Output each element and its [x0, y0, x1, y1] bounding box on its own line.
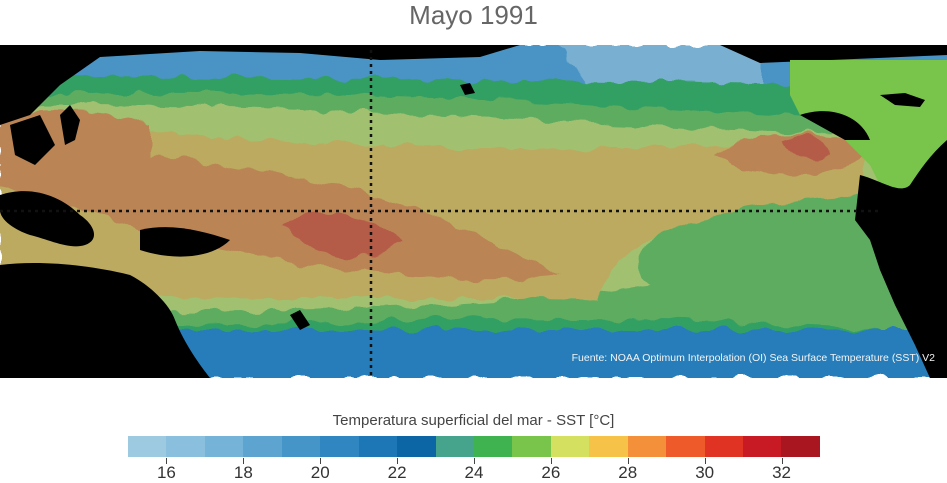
cuba — [880, 93, 925, 107]
colorbar-segment — [589, 436, 628, 457]
colorbar-segment — [166, 436, 205, 457]
colorbar-segment — [243, 436, 282, 457]
colorbar — [128, 436, 820, 457]
island-south — [290, 310, 310, 330]
colorbar-tick-label: 28 — [618, 463, 638, 482]
source-note: Fuente: NOAA Optimum Interpolation (OI) … — [571, 352, 935, 364]
northern-land — [0, 45, 947, 125]
colorbar-segment — [435, 436, 474, 457]
asia-mainland — [10, 115, 55, 165]
colorbar-tick-label: 26 — [541, 463, 561, 482]
colorbar-tick-label: 16 — [156, 463, 176, 482]
colorbar-tick — [397, 458, 399, 464]
colorbar-tick — [781, 458, 783, 464]
south-america — [855, 140, 947, 378]
colorbar-segment — [743, 436, 782, 457]
colorbar-tick-label: 24 — [464, 463, 484, 482]
colorbar-tick-label: 22 — [387, 463, 407, 482]
borneo-sumatra — [0, 191, 95, 247]
colorbar-ticks: 16 18 20 22 24 26 28 30 32 — [0, 458, 947, 482]
colorbar-tick — [627, 458, 629, 464]
colorbar-segment — [204, 436, 244, 457]
colorbar-segment — [128, 436, 167, 457]
new-guinea — [140, 227, 230, 257]
colorbar-tick-label: 32 — [772, 463, 791, 482]
colorbar-tick — [474, 458, 475, 464]
colorbar-tick — [704, 458, 706, 464]
colorbar-segment — [666, 436, 705, 457]
colorbar-segment — [281, 436, 321, 457]
colorbar-tick — [166, 458, 168, 464]
colorbar-tick — [550, 458, 552, 464]
colorbar-tick — [320, 458, 322, 464]
central-america — [800, 111, 870, 140]
colorbar-tick-label: 20 — [310, 463, 330, 482]
colorbar-tick-label: 30 — [695, 463, 715, 482]
colorbar-segment — [512, 436, 551, 457]
australia — [0, 263, 210, 378]
colorbar-segment — [397, 436, 436, 457]
colorbar-segment — [358, 436, 398, 457]
colorbar-title: Temperatura superficial del mar - SST [°… — [332, 412, 615, 429]
colorbar-tick — [243, 458, 245, 464]
colorbar-segment — [704, 436, 743, 457]
map-title: Mayo 1991 — [409, 0, 538, 30]
hawaii-islands — [460, 83, 475, 95]
colorbar-segment — [627, 436, 667, 457]
sst-map-svg — [0, 45, 947, 378]
philippines — [60, 105, 80, 145]
colorbar-tick-label: 18 — [233, 463, 253, 482]
colorbar-segment — [473, 436, 513, 457]
sst-map: Fuente: NOAA Optimum Interpolation (OI) … — [0, 45, 947, 378]
colorbar-segment — [320, 436, 359, 457]
land-masses — [0, 45, 947, 378]
colorbar-segment — [550, 436, 590, 457]
colorbar-segment — [781, 436, 820, 457]
